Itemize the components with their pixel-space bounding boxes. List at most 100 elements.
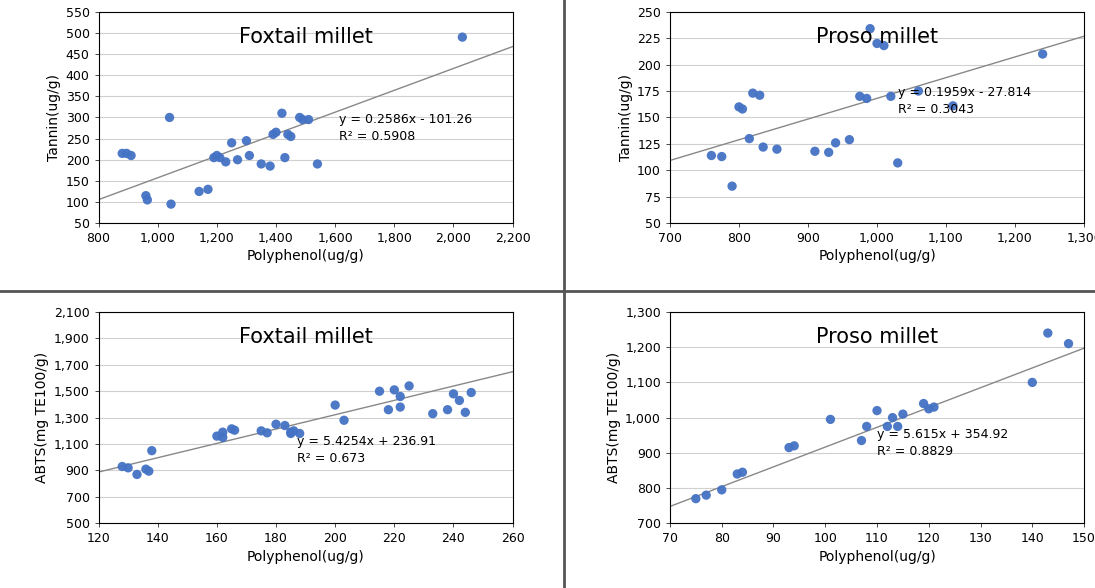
- Point: [262, 161, 279, 171]
- Point: [161, 113, 178, 122]
- Point: [253, 426, 270, 436]
- Point: [920, 404, 937, 413]
- Point: [851, 92, 868, 101]
- Point: [211, 153, 229, 162]
- Point: [914, 399, 932, 408]
- Text: Foxtail millet: Foxtail millet: [239, 26, 372, 46]
- X-axis label: Polyphenol(ug/g): Polyphenol(ug/g): [246, 550, 365, 563]
- Point: [724, 182, 741, 191]
- Point: [285, 426, 302, 436]
- Point: [267, 419, 285, 429]
- Point: [889, 158, 907, 168]
- Text: Proso millet: Proso millet: [816, 327, 938, 347]
- Point: [253, 159, 270, 169]
- Point: [734, 104, 751, 113]
- Point: [769, 145, 786, 154]
- Text: y = 0.1959x - 27.814
R² = 0.3043: y = 0.1959x - 27.814 R² = 0.3043: [898, 86, 1030, 116]
- Point: [827, 138, 844, 148]
- Point: [223, 424, 241, 433]
- Point: [229, 155, 246, 165]
- Text: y = 0.2586x - 101.26
R² = 0.5908: y = 0.2586x - 101.26 R² = 0.5908: [338, 113, 472, 143]
- Point: [279, 130, 297, 139]
- Point: [453, 32, 471, 42]
- Point: [878, 422, 896, 431]
- Point: [445, 389, 462, 399]
- Point: [143, 446, 161, 455]
- Point: [734, 467, 751, 477]
- Point: [868, 39, 886, 48]
- Point: [740, 134, 758, 143]
- Point: [730, 102, 748, 112]
- Point: [267, 128, 285, 137]
- Point: [283, 429, 300, 438]
- Point: [264, 130, 281, 139]
- Point: [191, 187, 208, 196]
- Point: [751, 91, 769, 100]
- Point: [889, 422, 907, 431]
- Point: [744, 88, 761, 98]
- Point: [925, 402, 943, 412]
- Point: [371, 386, 389, 396]
- Point: [728, 469, 746, 479]
- Point: [139, 195, 157, 205]
- Point: [862, 24, 879, 34]
- Y-axis label: ABTS(mg TE100/g): ABTS(mg TE100/g): [35, 352, 49, 483]
- Point: [857, 422, 875, 431]
- Y-axis label: Tannin(ug/g): Tannin(ug/g): [619, 74, 633, 161]
- Point: [385, 385, 403, 395]
- Point: [217, 157, 234, 166]
- Point: [226, 426, 243, 435]
- Point: [868, 406, 886, 415]
- Point: [1039, 328, 1057, 338]
- Point: [118, 149, 136, 158]
- Point: [137, 191, 154, 201]
- Point: [208, 151, 226, 160]
- Point: [785, 441, 803, 450]
- Point: [883, 92, 900, 101]
- Point: [713, 485, 730, 495]
- Point: [1024, 377, 1041, 387]
- Point: [119, 463, 137, 473]
- Point: [326, 400, 344, 410]
- Point: [238, 136, 255, 145]
- Point: [781, 443, 798, 452]
- Point: [128, 470, 146, 479]
- Point: [392, 392, 410, 401]
- Point: [392, 402, 410, 412]
- Point: [380, 405, 397, 415]
- Point: [114, 149, 131, 158]
- Point: [884, 413, 901, 422]
- Point: [1034, 49, 1051, 59]
- Point: [821, 415, 839, 424]
- Point: [214, 433, 231, 442]
- Text: Foxtail millet: Foxtail millet: [239, 327, 372, 347]
- Point: [462, 388, 480, 397]
- Point: [300, 115, 318, 124]
- Point: [140, 466, 158, 476]
- Point: [199, 185, 217, 194]
- Point: [276, 153, 293, 162]
- Point: [875, 41, 892, 51]
- Point: [137, 465, 154, 474]
- Point: [424, 409, 441, 419]
- Point: [276, 421, 293, 430]
- Y-axis label: Tannin(ug/g): Tannin(ug/g): [47, 74, 61, 161]
- X-axis label: Polyphenol(ug/g): Polyphenol(ug/g): [818, 550, 936, 563]
- Point: [205, 153, 222, 162]
- Point: [335, 416, 353, 425]
- Text: Proso millet: Proso millet: [816, 26, 938, 46]
- Point: [857, 93, 875, 103]
- Point: [944, 101, 961, 111]
- X-axis label: Polyphenol(ug/g): Polyphenol(ug/g): [818, 249, 936, 263]
- Point: [283, 427, 300, 437]
- Point: [841, 135, 858, 145]
- Point: [291, 113, 309, 122]
- Point: [895, 409, 912, 419]
- Point: [451, 396, 469, 405]
- Point: [703, 151, 721, 160]
- Point: [820, 148, 838, 157]
- Point: [910, 86, 927, 96]
- Point: [123, 151, 140, 160]
- Text: y = 5.615x + 354.92
R² = 0.8829: y = 5.615x + 354.92 R² = 0.8829: [877, 428, 1008, 458]
- Point: [258, 428, 276, 437]
